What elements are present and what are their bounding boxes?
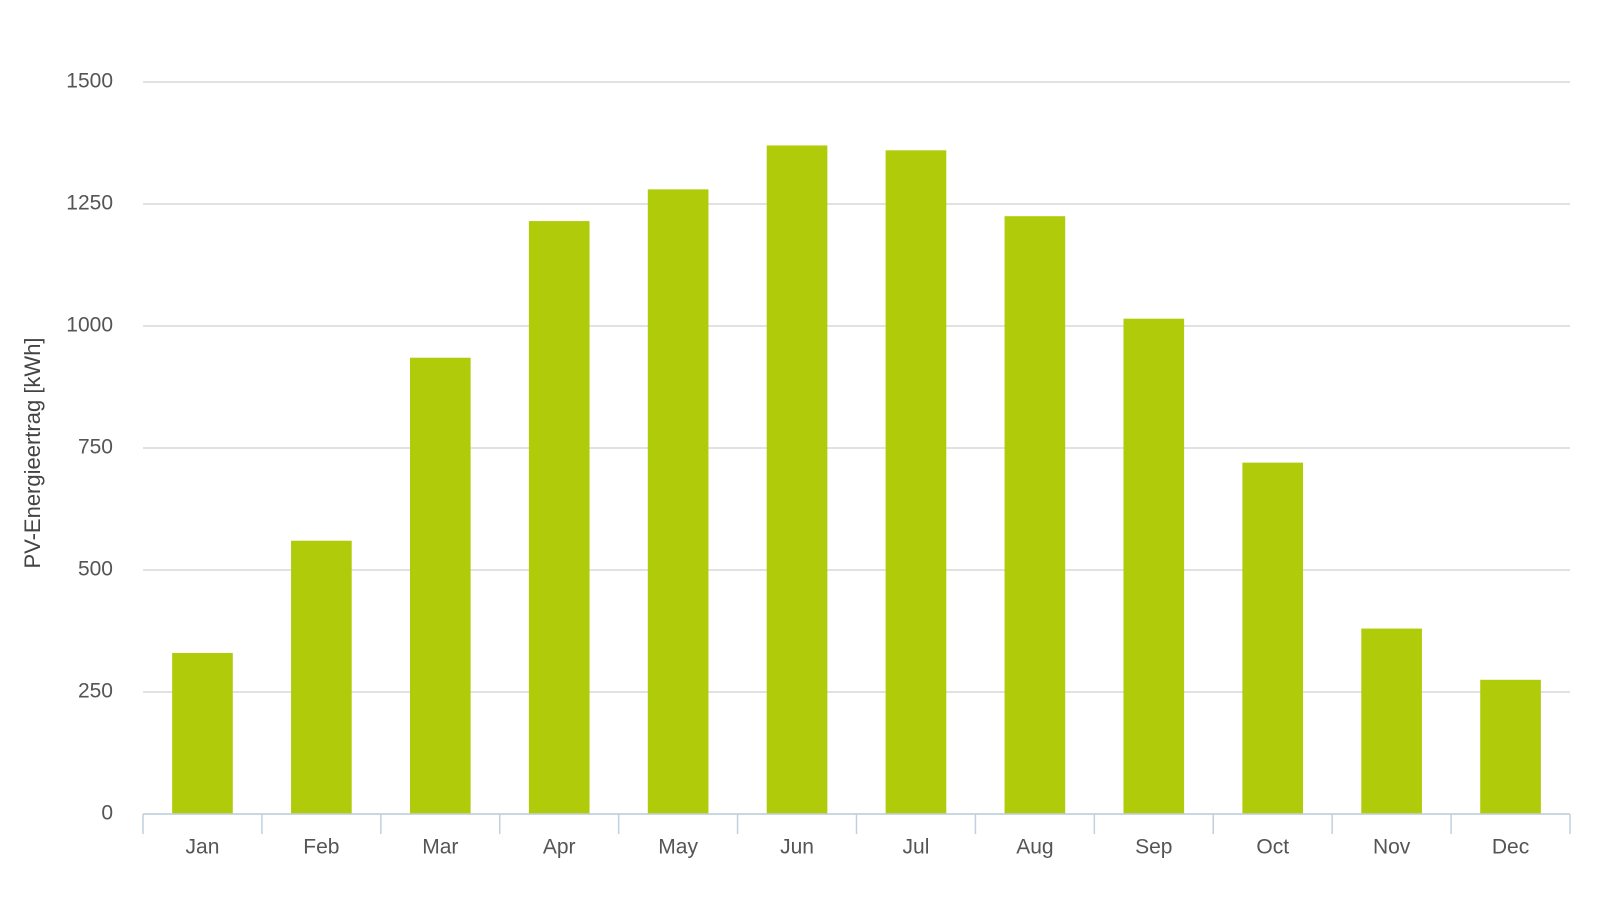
y-tick-label: 1000 — [66, 314, 113, 337]
x-tick-label: Jun — [780, 836, 814, 859]
x-tick-label: Nov — [1373, 836, 1411, 859]
y-tick-label: 1250 — [66, 192, 113, 215]
bar — [291, 540, 352, 814]
x-tick-label: Jul — [903, 836, 930, 859]
x-tick-label: Feb — [303, 836, 339, 859]
x-tick-label: Jan — [186, 836, 220, 859]
x-tick-label: Sep — [1135, 836, 1172, 859]
x-tick-label: Apr — [543, 836, 576, 859]
bar — [766, 145, 828, 814]
x-tick-label: Dec — [1492, 836, 1529, 859]
bar — [1242, 462, 1304, 814]
bar — [885, 150, 947, 814]
y-tick-label: 750 — [78, 436, 113, 459]
bar — [409, 357, 471, 814]
y-tick-label: 0 — [101, 802, 113, 825]
bar — [1004, 216, 1066, 814]
x-tick-label: Oct — [1256, 836, 1289, 859]
bar — [1123, 318, 1185, 814]
y-tick-label: 250 — [78, 680, 113, 703]
bar — [1480, 679, 1541, 814]
bar — [1361, 628, 1422, 814]
y-tick-label: 500 — [78, 558, 113, 581]
bar — [528, 221, 590, 814]
bar — [647, 189, 709, 815]
x-tick-label: May — [658, 836, 698, 859]
x-tick-label: Mar — [422, 836, 458, 859]
bar — [172, 652, 233, 814]
y-tick-label: 1500 — [66, 70, 113, 93]
x-tick-label: Aug — [1016, 836, 1053, 859]
y-axis-label: PV-Energieertrag [kWh] — [20, 337, 45, 568]
